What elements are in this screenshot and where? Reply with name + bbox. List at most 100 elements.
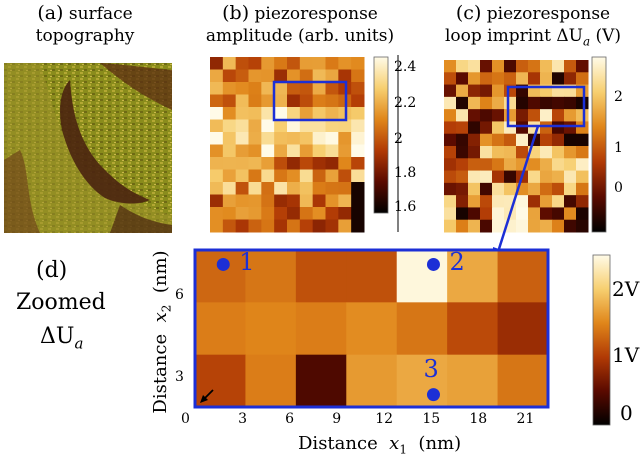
amplitude-pixel — [287, 82, 301, 95]
amplitude-pixel — [261, 182, 275, 195]
amplitude-pixel — [274, 132, 288, 145]
imprint-pixel — [456, 121, 469, 135]
imprint-pixel — [444, 170, 457, 184]
amplitude-pixel — [210, 157, 224, 170]
imprint-pixel — [480, 72, 493, 86]
amplitude-pixel — [299, 182, 314, 195]
heatmap-cell — [346, 354, 398, 408]
marker-label-3: 3 — [423, 354, 439, 383]
imprint-pixel — [456, 72, 469, 86]
amplitude-pixel — [287, 219, 301, 233]
imprint-pixel — [468, 146, 481, 159]
imprint-pixel — [552, 207, 565, 221]
amplitude-pixel — [312, 157, 326, 170]
amplitude-pixel — [299, 107, 314, 120]
imprint-pixel — [456, 60, 469, 73]
imprint-pixel — [468, 170, 481, 184]
amplitude-pixel — [351, 119, 365, 133]
amplitude-pixel — [274, 207, 288, 220]
imprint-pixel — [528, 109, 541, 122]
imprint-pixel — [516, 146, 529, 159]
imprint-pixel — [552, 195, 565, 208]
amplitude-pixel — [248, 207, 262, 220]
cbar-b-tick-5: 1.6 — [394, 199, 417, 215]
amplitude-pixel — [338, 57, 352, 70]
imprint-pixel — [540, 158, 553, 172]
imprint-pixel — [504, 146, 517, 159]
amplitude-pixel — [325, 107, 339, 120]
amplitude-pixel — [248, 194, 262, 208]
imprint-pixel — [528, 219, 541, 233]
amplitude-pixel — [299, 94, 314, 108]
amplitude-pixel — [325, 194, 339, 208]
amplitude-pixel — [248, 182, 262, 195]
amplitude-pixel — [299, 144, 314, 158]
amplitude-pixel — [222, 94, 237, 108]
amplitude-pixel — [287, 107, 301, 120]
imprint-pixel — [456, 158, 469, 172]
x-tick-18: 18 — [469, 411, 488, 427]
imprint-pixel — [456, 170, 469, 184]
imprint-pixel — [444, 84, 457, 98]
imprint-pixel — [444, 146, 457, 159]
imprint-pixel — [540, 170, 553, 184]
colorbar-b — [373, 56, 389, 214]
amplitude-pixel — [274, 69, 288, 83]
imprint-pixel — [564, 60, 577, 73]
amplitude-pixel — [261, 132, 275, 145]
imprint-pixel — [552, 133, 565, 147]
x-axis-title: Distance x1 (nm) — [298, 433, 462, 457]
imprint-pixel — [552, 146, 565, 159]
imprint-pixel — [468, 96, 481, 110]
amplitude-pixel — [248, 219, 262, 233]
cbar-c-tick-2: 1 — [614, 140, 623, 156]
amplitude-pixel — [222, 82, 237, 95]
imprint-pixel — [576, 207, 589, 221]
imprint-pixel — [492, 121, 505, 135]
amplitude-pixel — [312, 107, 326, 120]
imprint-pixel — [552, 60, 565, 73]
imprint-pixel — [552, 96, 565, 110]
amplitude-pixel — [248, 107, 262, 120]
imprint-pixel — [456, 195, 469, 208]
cbar-d-tick-2: 1V — [612, 343, 640, 367]
amplitude-pixel — [325, 219, 339, 233]
imprint-pixel — [480, 170, 493, 184]
imprint-pixel — [504, 182, 517, 196]
amplitude-pixel — [312, 144, 326, 158]
topography-image — [4, 63, 172, 233]
imprint-pixel — [540, 195, 553, 208]
amplitude-pixel — [274, 57, 288, 70]
imprint-pixel — [480, 158, 493, 172]
amplitude-pixel — [338, 194, 352, 208]
imprint-pixel — [480, 121, 493, 135]
imprint-pixel — [480, 207, 493, 221]
imprint-pixel — [528, 182, 541, 196]
imprint-pixel — [516, 133, 529, 147]
amplitude-pixel — [299, 132, 314, 145]
heatmap-cell — [497, 354, 549, 408]
amplitude-pixel — [351, 169, 365, 183]
heatmap-cell — [245, 302, 297, 356]
amplitude-pixel — [235, 182, 249, 195]
amplitude-pixel — [210, 107, 224, 120]
amplitude-pixel — [274, 94, 288, 108]
amplitude-pixel — [235, 132, 249, 145]
cbar-b-tick-3: 2 — [394, 131, 403, 147]
heatmap-cell — [295, 250, 347, 303]
imprint-pixel — [528, 96, 541, 110]
origin-arrow-head — [200, 395, 208, 403]
heatmap-cell — [396, 250, 448, 303]
caption-d-symbol: ΔUa — [40, 324, 84, 353]
imprint-pixel — [564, 219, 577, 233]
amplitude-pixel — [312, 82, 326, 95]
imprint-pixel — [492, 84, 505, 98]
marker-point-2 — [426, 257, 440, 271]
amplitude-pixel — [312, 207, 326, 220]
imprint-pixel — [492, 182, 505, 196]
imprint-pixel — [444, 96, 457, 110]
amplitude-pixel — [274, 107, 288, 120]
amplitude-pixel — [351, 194, 365, 208]
imprint-pixel — [540, 96, 553, 110]
